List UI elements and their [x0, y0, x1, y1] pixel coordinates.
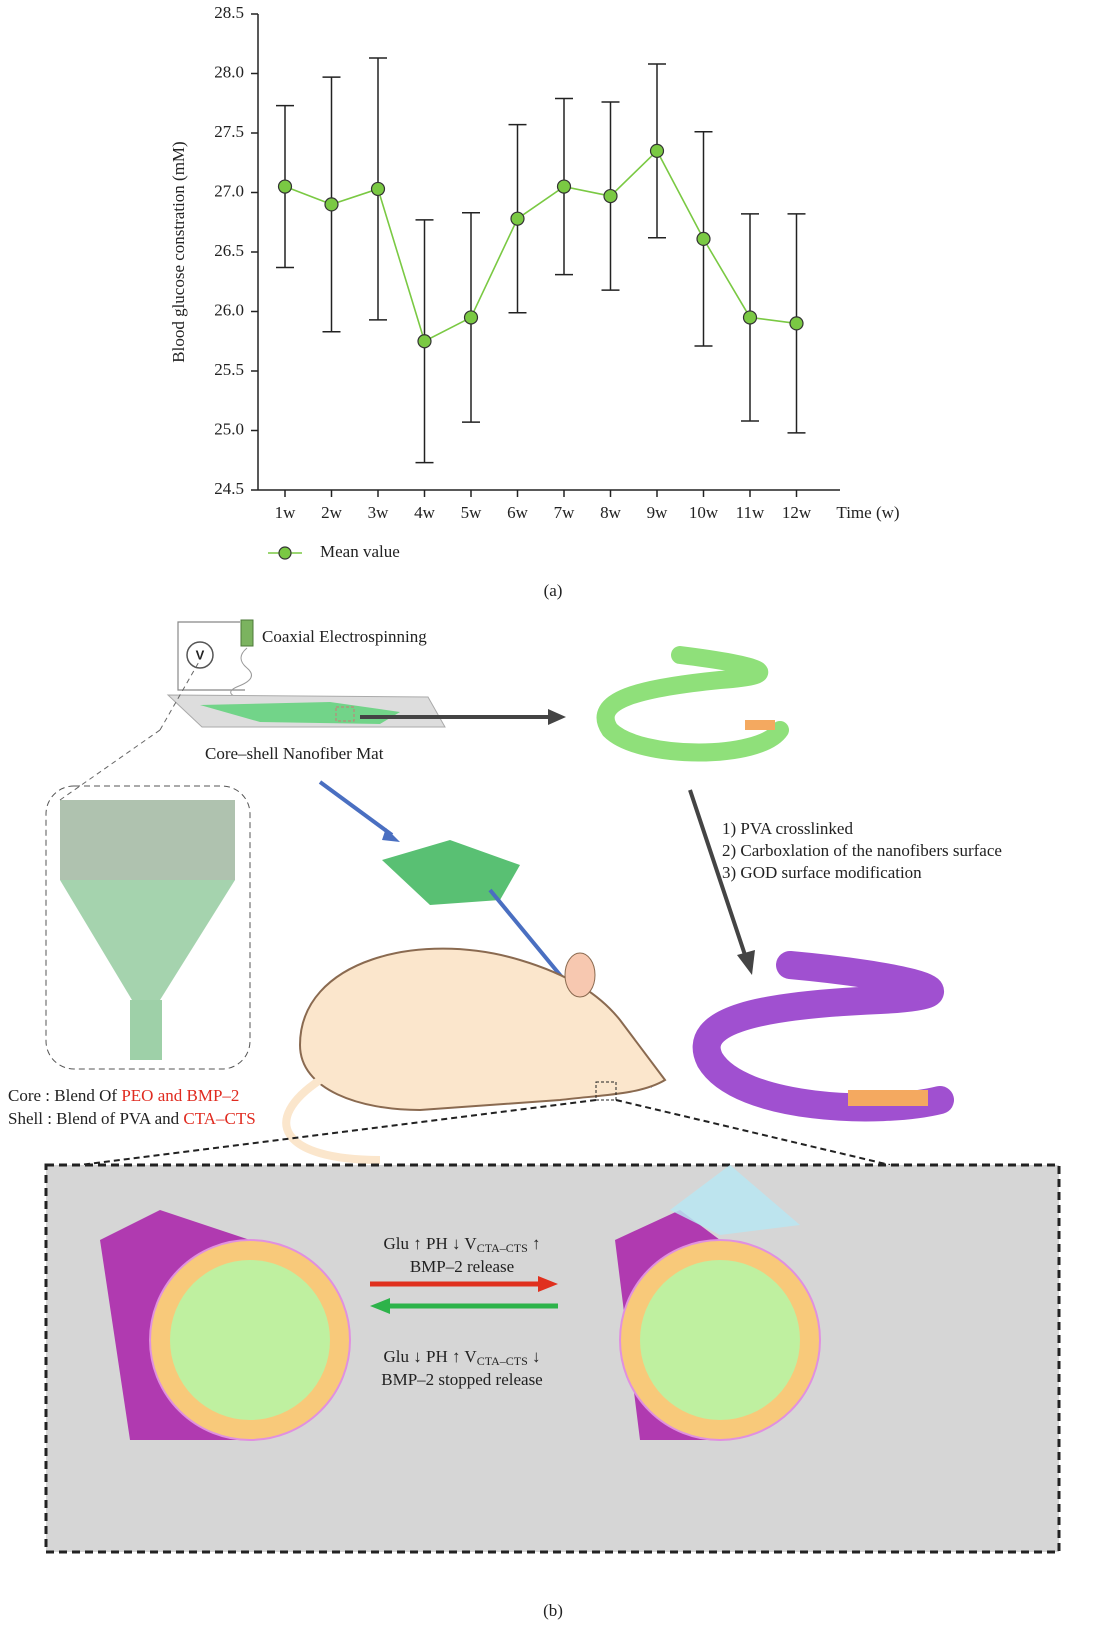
- arrow-symbol: ↑: [528, 1234, 541, 1253]
- x-tick-label: 10w: [689, 503, 719, 522]
- guide: [79, 1099, 597, 1166]
- arrowhead: [382, 828, 400, 842]
- y-tick-label: 28.0: [214, 62, 244, 81]
- condition: Glu ↑ PH ↓ V: [384, 1234, 478, 1253]
- needle: [240, 619, 254, 647]
- x-axis-label: Time (w): [836, 503, 899, 522]
- marker: [742, 310, 758, 325]
- marker: [324, 197, 339, 212]
- tube-core: [640, 1260, 800, 1420]
- voltmeter: [186, 641, 214, 669]
- x-tick-label: 3w: [368, 503, 390, 522]
- rat-ear: [564, 952, 596, 998]
- line: [284, 149, 797, 343]
- guide: [615, 1099, 891, 1166]
- crystal: [670, 1165, 800, 1235]
- marker: [789, 316, 804, 331]
- forward-condition: Glu ↑ PH ↓ VCTA–CTS ↑: [384, 1234, 541, 1255]
- arrowhead: [370, 1298, 390, 1314]
- panel-label: (b): [543, 1601, 563, 1620]
- arrowhead: [538, 1276, 558, 1292]
- shell-text: Shell : Blend of PVA and: [8, 1109, 183, 1128]
- core-label: Core : Blend Of PEO and BMP–2: [8, 1086, 239, 1105]
- fiber: [596, 646, 789, 762]
- x-tick-label: 7w: [554, 503, 576, 522]
- legend-label: Mean value: [320, 542, 400, 561]
- y-tick-label: 25.5: [214, 360, 244, 379]
- wire: [177, 621, 245, 691]
- mat-stack: [382, 840, 520, 905]
- nozzle-tip: [130, 1000, 162, 1060]
- x-tick-label: 8w: [600, 503, 622, 522]
- marker: [603, 188, 618, 204]
- forward-result: BMP–2 release: [410, 1257, 514, 1276]
- marker: [696, 231, 711, 247]
- nozzle-top: [60, 800, 235, 880]
- arrowhead: [548, 709, 566, 725]
- guide: [59, 729, 161, 801]
- x-tick-label: 9w: [647, 503, 669, 522]
- fiber-core: [848, 1090, 928, 1106]
- subscript: CTA–CTS: [477, 1241, 528, 1255]
- detail-box: [45, 785, 251, 1070]
- arrowhead: [737, 950, 755, 975]
- arrow-symbol: ↓: [528, 1347, 541, 1366]
- nozzle-cone: [60, 880, 235, 1000]
- x-tick-label: 2w: [321, 503, 343, 522]
- rat-tail: [282, 1076, 381, 1164]
- coaxial-label: Coaxial Electrospinning: [262, 627, 427, 646]
- y-tick-label: 24.5: [214, 479, 244, 498]
- mat: [200, 702, 400, 724]
- modified-fiber: [692, 951, 954, 1122]
- y-tick-label: 27.0: [214, 181, 244, 200]
- jet: [230, 647, 252, 701]
- zoom-box: [335, 706, 355, 722]
- arrow: [318, 780, 394, 837]
- zoom-box: [595, 1081, 617, 1101]
- marker: [277, 179, 293, 194]
- arrow: [688, 789, 747, 956]
- marker: [649, 143, 665, 158]
- x-tick-label: 5w: [461, 503, 483, 522]
- step: 3) GOD surface modification: [722, 863, 922, 882]
- y-tick-label: 25.0: [214, 419, 244, 438]
- subscript: CTA–CTS: [477, 1354, 528, 1368]
- step: 1) PVA crosslinked: [722, 819, 853, 838]
- chart: Blood glucose constration (mM) Time (w) …: [169, 3, 900, 600]
- guide: [159, 659, 201, 731]
- y-tick-label: 27.5: [214, 122, 244, 141]
- fiber-core: [745, 720, 775, 730]
- y-tick-label: 26.5: [214, 241, 244, 260]
- marker: [370, 181, 386, 197]
- y-tick-label: 26.0: [214, 300, 244, 319]
- marker: [417, 334, 432, 349]
- step: 2) Carboxlation of the nanofibers surfac…: [722, 841, 1002, 860]
- backward-condition: Glu ↓ PH ↑ VCTA–CTS ↓: [384, 1347, 541, 1368]
- y-axis-label: Blood glucose constration (mM): [169, 141, 188, 362]
- panel-label: (a): [544, 581, 563, 600]
- backward-result: BMP–2 stopped release: [381, 1370, 542, 1389]
- core-text: Core : Blend Of: [8, 1086, 121, 1105]
- marker: [556, 179, 572, 194]
- diagram: V Coaxial Electrospinning Core–shell Nan…: [8, 619, 1061, 1620]
- x-tick-label: 1w: [275, 503, 297, 522]
- marker: [510, 211, 525, 226]
- marker: [463, 310, 479, 325]
- mat-label: Core–shell Nanofiber Mat: [205, 744, 384, 763]
- legend-marker: [278, 546, 292, 560]
- meter-label: V: [196, 647, 205, 662]
- x-tick-label: 12w: [782, 503, 812, 522]
- shell-label: Shell : Blend of PVA and CTA–CTS: [8, 1109, 256, 1128]
- x-tick-label: 4w: [414, 503, 436, 522]
- rat: [298, 947, 667, 1112]
- x-tick-label: 11w: [736, 503, 765, 522]
- y-tick-label: 28.5: [214, 3, 244, 22]
- tube-core: [170, 1260, 330, 1420]
- condition: Glu ↓ PH ↑ V: [384, 1347, 478, 1366]
- x-tick-label: 6w: [507, 503, 529, 522]
- shell-highlight: CTA–CTS: [183, 1109, 255, 1128]
- core-highlight: PEO and BMP–2: [121, 1086, 239, 1105]
